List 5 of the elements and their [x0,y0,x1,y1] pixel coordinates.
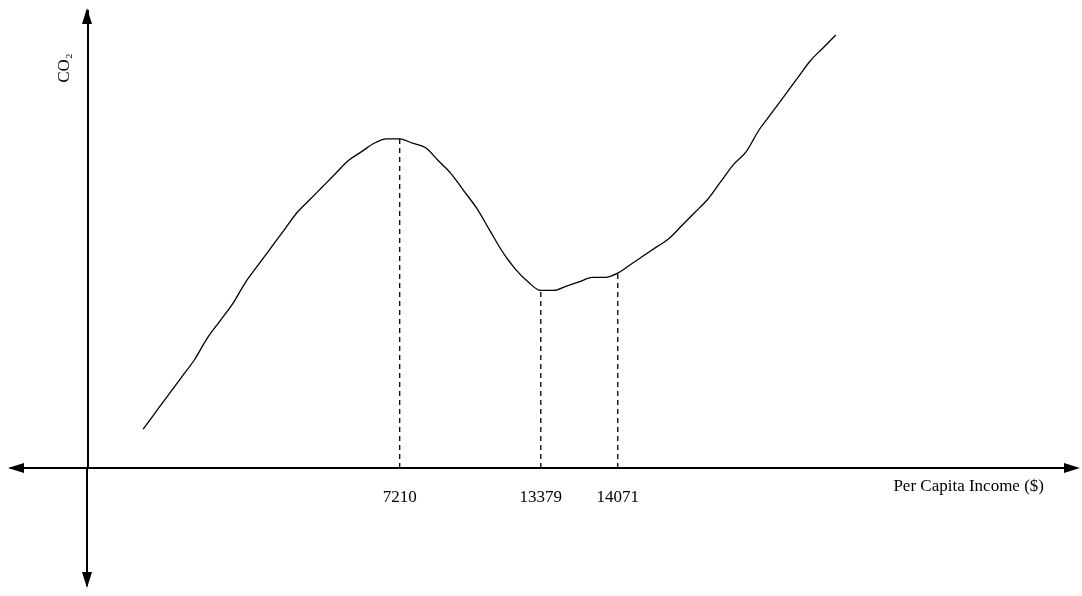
x-tick-label: 7210 [382,487,417,507]
y-axis-title: CO₂ [54,53,73,83]
x-tick-label: 13379 [519,487,563,507]
x-tick-label: 14071 [596,487,640,507]
x-axis-title: Per Capita Income ($) [893,476,1044,495]
